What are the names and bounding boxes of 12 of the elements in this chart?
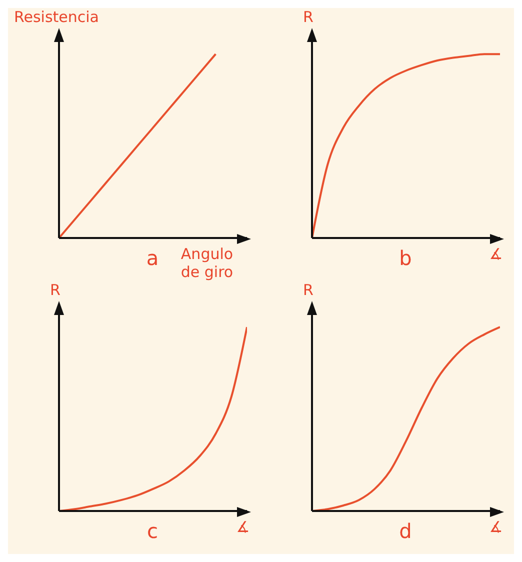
x-axis-title: Angulo de giro xyxy=(180,245,234,281)
x-axis-title: ∡ xyxy=(236,518,250,536)
text: d xyxy=(399,519,412,543)
y-axis-title: R xyxy=(50,281,60,299)
x-axis-title: ∡ xyxy=(489,518,503,536)
text: b xyxy=(399,246,412,270)
text: a xyxy=(146,246,159,270)
text: c xyxy=(147,519,158,543)
y-axis-title: R xyxy=(303,281,314,299)
x-axis-title: ∡ xyxy=(489,245,503,263)
y-axis-title: Resistencia xyxy=(14,8,99,26)
y-axis-title: R xyxy=(303,8,314,26)
